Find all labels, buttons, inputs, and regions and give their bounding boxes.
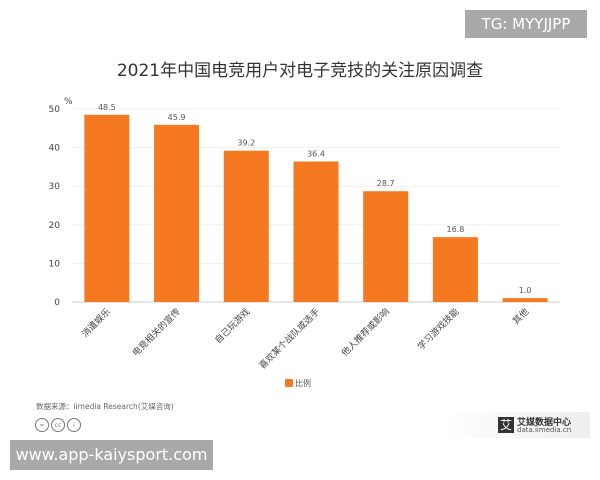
legend-label: 比例 [295,378,311,388]
data-label: 48.5 [98,103,116,112]
logo-mark: 艾 [498,417,514,433]
y-tick-label: 40 [49,144,61,154]
x-tick-label: 消遣娱乐 [79,306,113,340]
watermark-bottom: www.app-kaiysport.com [10,440,213,470]
bar [154,124,200,303]
data-label: 45.9 [168,113,186,122]
bar [84,114,130,302]
data-label: 36.4 [307,149,325,158]
bar [363,191,409,302]
x-tick-label: 他人推荐或影响 [339,306,392,359]
x-tick-label: 自己玩游戏 [212,306,252,346]
watermark-top: TG: MYYJJPP [465,10,587,38]
data-label: 39.2 [237,139,255,148]
iimedia-logo: 艾 艾媒数据中心 data.iimedia.cn [440,412,590,438]
data-label: 1.0 [519,286,532,295]
x-tick-label: 学习游戏技能 [415,306,462,353]
logo-name: 艾媒数据中心 [517,418,572,428]
y-tick-label: 0 [54,298,60,308]
bar [293,161,339,302]
y-axis-unit: % [64,97,73,107]
bar [223,150,269,302]
legend-swatch [285,379,293,387]
x-tick-label: 喜欢某个战队或选手 [256,306,322,372]
by-icon: i [67,418,81,432]
logo-url: data.iimedia.cn [517,426,572,434]
data-label: 28.7 [377,179,395,188]
y-tick-label: 20 [49,221,61,231]
data-label: 16.8 [447,225,465,234]
chart-title: 2021年中国电竞用户对电子竞技的关注原因调查 [116,61,484,81]
x-tick-label: 电竞相关的宣传 [130,306,183,359]
bar-chart: 0 10 20 30 40 50% 48.5 消遣娱乐 45.9 电竞相关的宣传 39.2 自己玩游戏… [49,97,560,388]
y-tick-label: 10 [49,259,61,269]
x-tick-label: 其他 [510,306,531,327]
cc-icon: cc [51,418,65,432]
license-icons: = cc i [35,418,81,432]
data-source: 数据来源：iimedia Research(艾媒咨询) [36,402,174,411]
y-tick-label: 50 [49,105,61,115]
nd-icon: = [35,418,49,432]
bar [502,298,548,302]
y-tick-label: 30 [49,182,61,192]
bar [432,237,478,302]
